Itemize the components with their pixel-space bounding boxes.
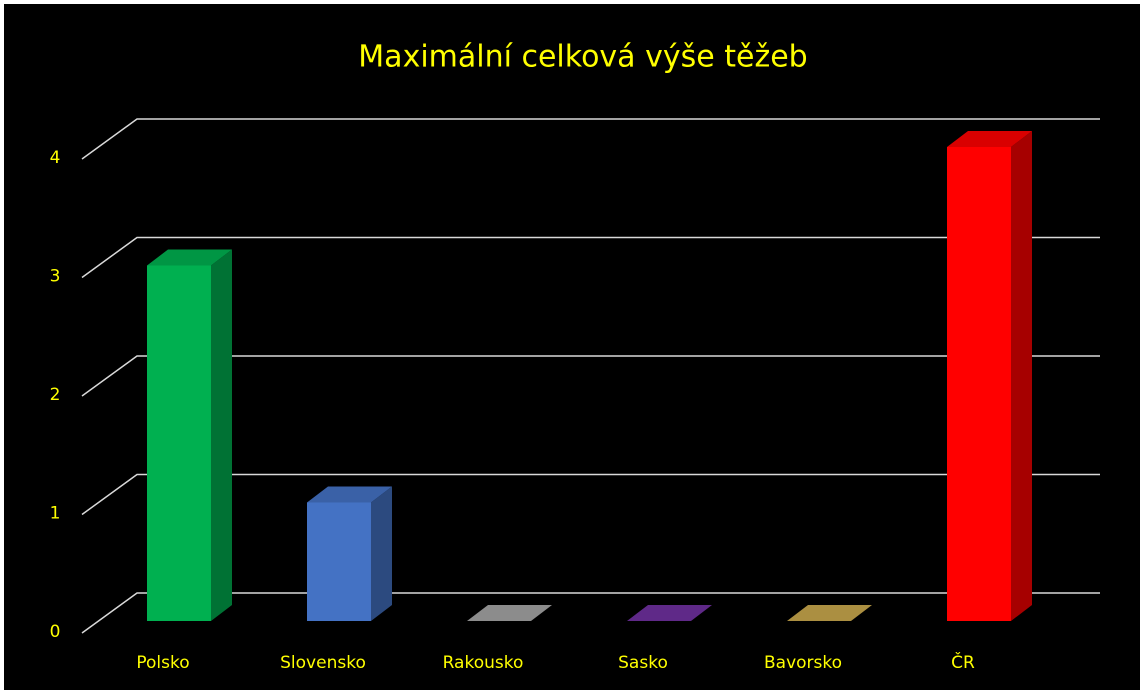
bar-top <box>627 605 712 621</box>
bar-side <box>1011 131 1032 621</box>
y-tick-label: 1 <box>50 504 61 524</box>
x-tick-label: ČR <box>951 651 975 673</box>
x-tick-label: Slovensko <box>280 653 366 673</box>
bar <box>947 147 1011 621</box>
y-tick-label: 4 <box>50 148 61 168</box>
chart-title: Maximální celková výše těžeb <box>358 40 807 75</box>
bar-top <box>467 605 552 621</box>
x-tick-label: Bavorsko <box>764 653 842 673</box>
grid-line <box>81 236 1100 279</box>
grid-line <box>81 592 1100 634</box>
y-tick-label: 3 <box>50 267 61 287</box>
bar-side <box>211 249 232 621</box>
x-tick-label: Sasko <box>618 653 668 673</box>
bar-top <box>947 131 1032 147</box>
y-tick-label: 0 <box>50 622 61 642</box>
bar-top <box>787 605 872 621</box>
grid-line <box>81 355 1100 397</box>
bar <box>147 265 211 621</box>
grid-line <box>81 473 1100 516</box>
bar-side <box>371 486 392 621</box>
x-tick-label: Polsko <box>136 653 189 673</box>
bar-top <box>147 249 232 266</box>
x-tick-label: Rakousko <box>443 653 524 673</box>
y-tick-label: 2 <box>50 385 61 405</box>
bar-top <box>307 486 392 503</box>
bar <box>307 502 371 621</box>
grid-line <box>81 118 1100 160</box>
